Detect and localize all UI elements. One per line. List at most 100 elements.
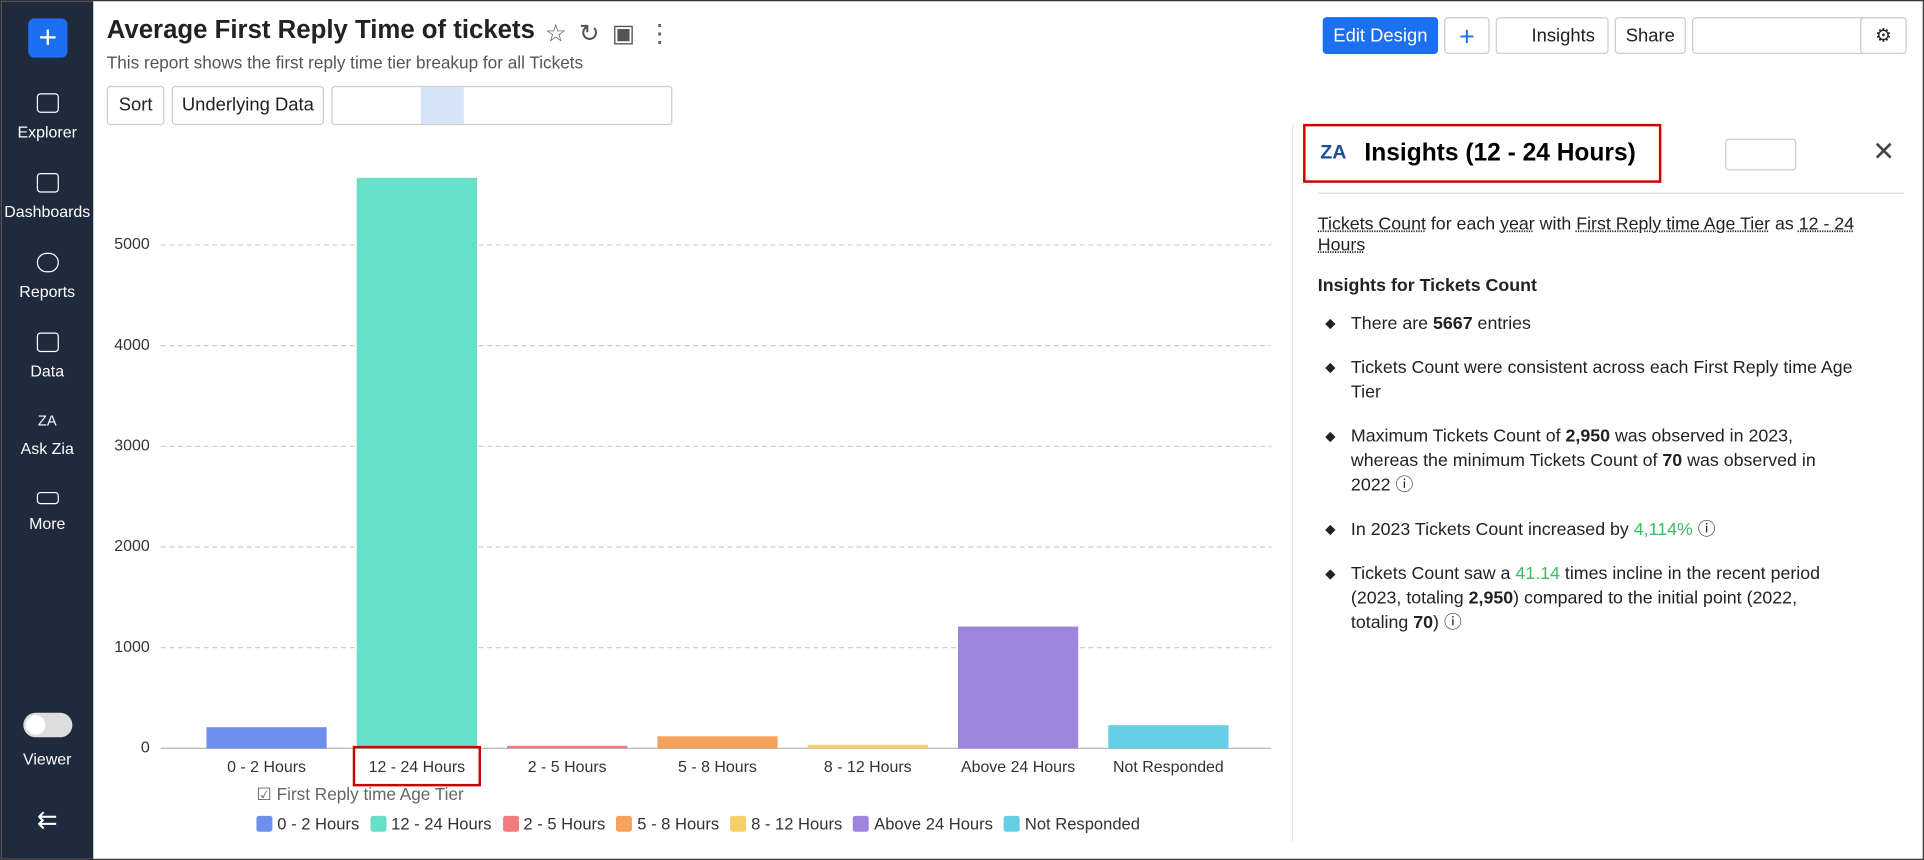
nav-item[interactable]: Reports (1, 252, 93, 301)
bullet: Tickets Count saw a 41.14 times incline … (1325, 562, 1858, 636)
nav-item[interactable]: Dashboards (1, 172, 93, 221)
nav-item[interactable]: Explorer (1, 93, 93, 141)
legend-swatch (502, 815, 519, 832)
y-tick-label: 5000 (114, 236, 150, 253)
legend-label: 8 - 12 Hours (751, 814, 843, 833)
text: for each (1425, 214, 1501, 235)
insights-title-text: Insights (12 - 24 Hours) (1364, 139, 1636, 167)
bullet: Maximum Tickets Count of 2,950 was obser… (1325, 424, 1858, 498)
text: There are (1350, 314, 1434, 334)
legend-title: ☑ First Reply time Age Tier (256, 783, 464, 804)
legend-item[interactable]: 8 - 12 Hours (730, 815, 842, 833)
bar (206, 727, 327, 749)
insights-button[interactable]: Insights (1495, 17, 1609, 54)
text: 5667 (1433, 314, 1473, 334)
legend-swatch (730, 815, 747, 832)
add[interactable]: + (1444, 17, 1490, 54)
subheading: Insights for Tickets Count (1317, 276, 1537, 296)
legend-label: Not Responded (1024, 814, 1140, 833)
x-tick-label: 12 - 24 Hours (369, 759, 466, 776)
text: 2,950 (1468, 588, 1514, 609)
text: Tickets Count saw a (1350, 564, 1516, 584)
chart-type-bar[interactable] (331, 85, 673, 126)
nav-label: More (29, 514, 66, 533)
collapse[interactable]: ⇇ (36, 807, 58, 835)
legend-swatch (853, 815, 870, 832)
legend-label: 2 - 5 Hours (523, 814, 606, 833)
text: Maximum Tickets Count of (1350, 426, 1566, 447)
legend-item[interactable]: 0 - 2 Hours (256, 815, 359, 833)
sidebar: + Explorer Dashboards Reports Data ZA Ask… (1, 1, 94, 859)
settings[interactable]: ⚙ (1860, 17, 1907, 54)
sort[interactable]: Sort (106, 85, 165, 126)
bar (1108, 725, 1229, 749)
mode-label: Viewer (22, 749, 72, 768)
legend-item[interactable]: 5 - 8 Hours (616, 815, 719, 833)
share[interactable]: Share (1614, 17, 1686, 54)
report-subtitle: This report shows the first reply time t… (106, 52, 584, 73)
text: Tickets Count were consistent across eac… (1350, 358, 1853, 403)
text: was observed in 2022 (1350, 451, 1816, 496)
nav-item[interactable]: ZA Ask Zia (20, 412, 74, 458)
title-icons[interactable]: ☆↻▣⋮ (544, 20, 685, 48)
y-tick-label: 2000 (114, 538, 150, 555)
bullet: In 2023 Tickets Count increased by 4,114… (1325, 518, 1858, 543)
insights-body: Tickets Count for each year with First R… (1318, 215, 1858, 655)
text: year (1500, 214, 1535, 235)
bar (807, 744, 928, 749)
selection-highlight (352, 745, 481, 787)
x-tick-label: Not Responded (1113, 759, 1224, 776)
bullet: Tickets Count were consistent across eac… (1325, 356, 1858, 405)
text: 2,950 (1565, 426, 1611, 447)
view-toggle[interactable] (1725, 138, 1797, 171)
legend-item[interactable]: Not Responded (1003, 814, 1140, 833)
x-tick-label: 8 - 12 Hours (824, 759, 912, 776)
edit-design[interactable]: Edit Design (1322, 17, 1439, 54)
bar (507, 745, 628, 749)
bar (356, 177, 477, 749)
intro: Tickets Count for each year with First R… (1318, 215, 1858, 257)
underlying-data[interactable]: Underlying Data (171, 85, 324, 126)
text: ) compared to the initial point (2022, t… (1350, 588, 1798, 634)
bullet: There are 5667 entries (1325, 312, 1858, 337)
viewer-toggle[interactable] (23, 712, 73, 738)
nav-label: Reports (19, 282, 76, 301)
text: First Reply time Age Tier (1576, 214, 1771, 235)
text: 70 (1413, 613, 1434, 634)
y-tick-label: 0 (141, 740, 150, 757)
legend-label: 5 - 8 Hours (637, 814, 720, 833)
y-tick-label: 4000 (114, 337, 150, 354)
text: times incline in the recent period (2023… (1350, 564, 1821, 609)
legend-item[interactable]: 12 - 24 Hours (370, 814, 492, 833)
text: 70 (1662, 451, 1683, 472)
bar (657, 736, 778, 749)
legend-label: 0 - 2 Hours (277, 814, 360, 833)
text: ) (1433, 613, 1440, 634)
bullets: There are 5667 entries Tickets Count wer… (1318, 312, 1858, 636)
legend-label: Above 24 Hours (874, 814, 993, 833)
nav-item[interactable]: Data (1, 332, 93, 380)
text: 41.14 (1515, 564, 1560, 584)
legend-swatch (616, 815, 633, 832)
y-tick-label: 3000 (114, 438, 150, 455)
x-tick-label: 0 - 2 Hours (227, 759, 306, 776)
legend-item[interactable]: Above 24 Hours (853, 815, 993, 833)
legend-swatch (256, 815, 273, 832)
x-tick-label: 5 - 8 Hours (678, 759, 757, 776)
insights-title: ZA Insights (12 - 24 Hours) (1303, 123, 1662, 183)
text: with (1534, 214, 1577, 235)
text: In 2023 Tickets Count increased by (1350, 520, 1634, 540)
nav-label: Data (30, 361, 65, 381)
text: as (1770, 214, 1799, 235)
insights-panel: ZA Insights (12 - 24 Hours) ✕ Tickets Cou… (1292, 123, 1905, 842)
legend-label: 12 - 24 Hours (391, 814, 492, 833)
nav-item[interactable]: More (1, 491, 93, 533)
nav-label: Ask Zia (20, 439, 74, 458)
legend-title-text: First Reply time Age Tier (276, 783, 464, 804)
legend-item[interactable]: 2 - 5 Hours (502, 814, 606, 833)
chart: 0 1000 2000 3000 4000 5000 0 - 2 Hours 12 - 24 … (114, 177, 1272, 787)
close[interactable]: ✕ (1872, 136, 1896, 167)
x-tick-label: Above 24 Hours (961, 759, 1075, 776)
add-button[interactable]: + (28, 18, 68, 58)
